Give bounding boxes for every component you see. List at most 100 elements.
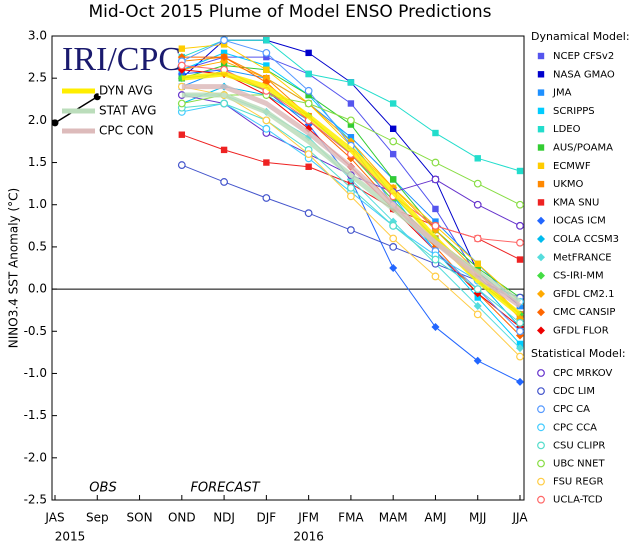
legend-swatch (537, 253, 545, 262)
y-tick-label: 3.0 (28, 29, 47, 43)
point (431, 221, 440, 230)
legend-label: NCEP CFSv2 (553, 51, 614, 62)
point (305, 163, 312, 170)
point (347, 121, 355, 128)
point (347, 180, 355, 187)
y-tick-label: 0.5 (28, 239, 47, 253)
annotation: FORECAST (190, 481, 260, 496)
point (516, 256, 524, 263)
legend-label: CPC MRKOV (553, 368, 612, 379)
legend-label: GFDL CM2.1 (553, 289, 614, 300)
y-tick-label: 1.5 (28, 155, 47, 169)
point (389, 137, 398, 146)
y-tick-label: 0.0 (28, 282, 47, 296)
point (431, 255, 440, 264)
point (389, 176, 397, 183)
point (262, 124, 271, 133)
x-tick-label: Sep (86, 511, 109, 525)
point (474, 155, 481, 162)
point (178, 45, 186, 52)
y-axis-label: NINO3.4 SST Anomaly (°C) (7, 188, 21, 348)
legend-swatch (537, 144, 545, 151)
legend-swatch (537, 271, 545, 280)
point (389, 150, 397, 158)
point (347, 134, 355, 141)
legend-label: DYN AVG (99, 84, 153, 98)
point (389, 234, 398, 243)
legend-label: CPC CA (553, 404, 590, 415)
point (431, 323, 440, 332)
legend-swatch (537, 71, 545, 78)
point (432, 218, 439, 225)
point (347, 183, 355, 192)
point (347, 100, 355, 107)
point (220, 178, 228, 186)
series-line (181, 84, 522, 309)
point (516, 340, 524, 348)
point (516, 352, 524, 361)
point (389, 221, 398, 230)
legend-label: CPC CON (99, 124, 154, 138)
legend-swatch (537, 308, 545, 317)
legend-label: SCRIPPS (553, 106, 595, 117)
point (516, 318, 524, 327)
legend-label: UBC NNET (553, 459, 605, 470)
point (263, 159, 270, 166)
x-tick-label: MAM (379, 511, 408, 525)
point (389, 125, 397, 132)
legend-swatch (537, 405, 545, 414)
point (473, 310, 482, 319)
point (262, 48, 271, 57)
point (304, 209, 313, 218)
point (516, 327, 524, 336)
point (474, 294, 481, 301)
point (305, 91, 312, 99)
legend-swatch (537, 162, 545, 169)
legend-swatch (537, 52, 545, 60)
x-tick-label: AMJ (424, 511, 446, 525)
point (220, 62, 228, 69)
legend-swatch (537, 216, 545, 225)
y-tick-label: -0.5 (24, 324, 47, 338)
point (431, 175, 440, 184)
legend-swatch (537, 369, 545, 377)
legend-label: ECMWF (553, 161, 591, 172)
point (51, 119, 59, 127)
legend-label: CPC CCA (553, 422, 597, 433)
legend-swatch (537, 235, 545, 243)
point (389, 264, 398, 272)
point (305, 70, 312, 78)
point (220, 57, 229, 66)
point (263, 53, 270, 61)
legend-swatch (537, 199, 545, 206)
point (220, 146, 228, 154)
point (177, 61, 186, 70)
point (516, 344, 524, 353)
point (305, 49, 312, 57)
x-tick-label: OND (168, 511, 196, 525)
point (473, 285, 482, 293)
y-tick-label: 1.0 (28, 197, 47, 211)
legend-label: AUS/POAMA (553, 143, 613, 154)
point (220, 49, 228, 57)
point (516, 238, 524, 247)
point (347, 79, 355, 86)
point (473, 234, 482, 243)
point (263, 62, 270, 69)
point (473, 200, 482, 209)
legend-swatch (537, 459, 545, 468)
point (220, 53, 229, 62)
point (473, 179, 482, 188)
point (304, 86, 313, 95)
legend-swatch (537, 477, 545, 486)
legend-label: MetFRANCE (553, 252, 612, 263)
legend-title: Dynamical Model: (531, 30, 630, 43)
legend-swatch (537, 495, 545, 504)
legend-label: CS-IRI-MM (553, 271, 604, 282)
point (389, 100, 397, 107)
y-tick-label: -2.0 (24, 450, 47, 464)
legend-swatch (537, 289, 545, 298)
y-tick-label: -2.5 (24, 493, 47, 507)
x-tick-label: JFM (297, 511, 319, 525)
